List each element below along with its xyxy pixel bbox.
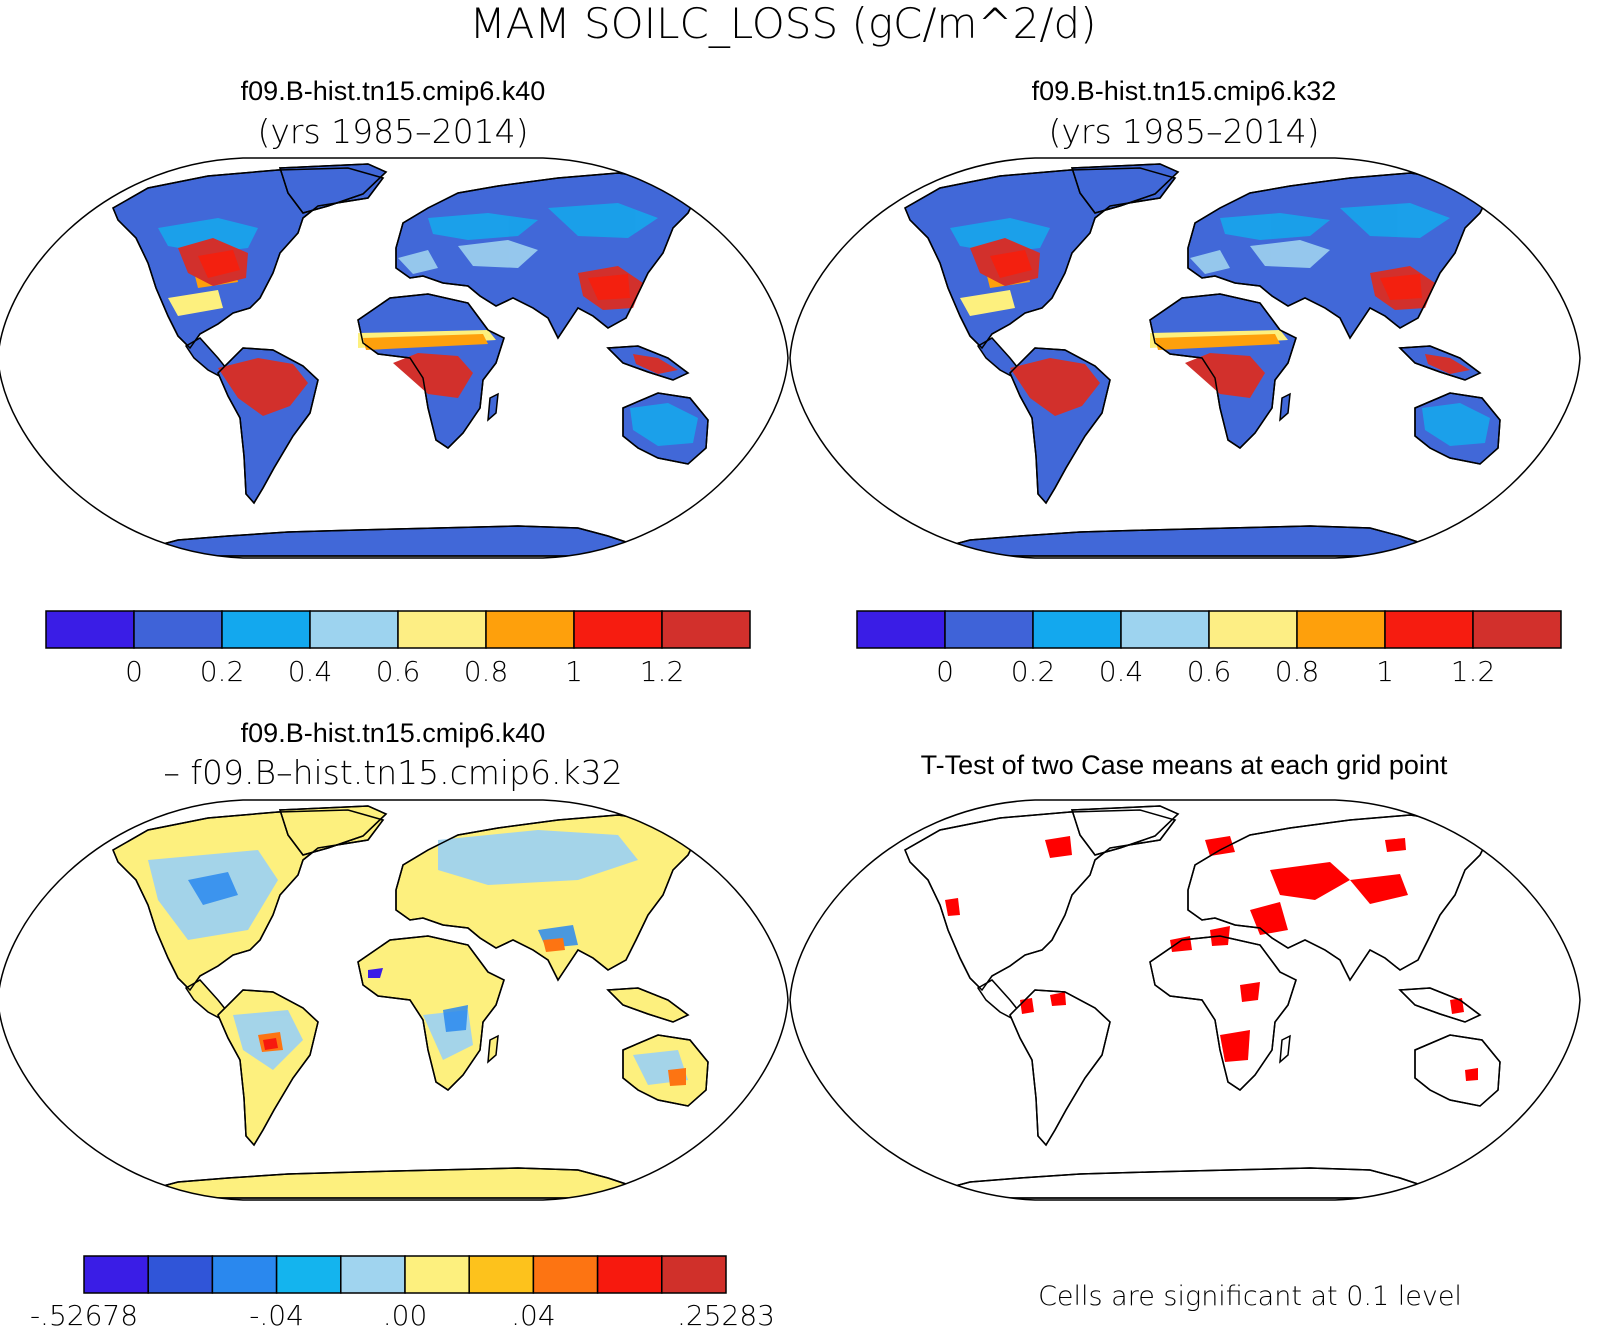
colorbar-k40-label-0: 0 [125,655,143,688]
significant-cells [945,836,1478,1081]
colorbar-diff-box-6 [468,1255,535,1294]
colorbar-k32-box-5 [1296,610,1386,649]
colorbar-diff-box-7 [532,1255,599,1294]
colorbar-diff-label-0: -.52678 [30,1299,138,1327]
colorbar-diff-box-1 [147,1255,214,1294]
colorbar-k32: 0 0.2 0.4 0.6 0.8 1 1.2 [856,610,1562,688]
colorbar-diff: -.52678 -.04 .00 .04 .25283 [30,1255,775,1327]
panel-ttest-title: T-Test of two Case means at each grid po… [921,750,1448,780]
colorbar-k40-box-1 [133,610,223,649]
panel-ttest: T-Test of two Case means at each grid po… [789,750,1581,1201]
panel-k40-subtitle: (yrs 1985–2014) [258,112,529,151]
colorbar-k40-label-1: 0.2 [200,655,245,688]
panel-diff: f09.B-hist.tn15.cmip6.k40 – f09.B–hist.t… [0,718,789,1201]
colorbar-k32-box-6 [1384,610,1474,649]
colorbar-k40-label-6: 1.2 [640,655,685,688]
colorbar-k32-box-3 [1120,610,1210,649]
colorbar-k32-box-2 [1032,610,1122,649]
colorbar-diff-box-9 [661,1255,727,1294]
colorbar-k40-box-6 [573,610,663,649]
map-k40 [0,157,789,559]
colorbar-k32-box-0 [856,610,946,649]
colorbar-k40-box-5 [485,610,575,649]
map-ttest [789,799,1581,1201]
colorbar-k32-label-2: 0.4 [1099,655,1144,688]
colorbar-k40-label-3: 0.6 [376,655,421,688]
colorbar-diff-box-2 [211,1255,278,1294]
colorbar-diff-box-3 [275,1255,342,1294]
colorbar-k40-box-2 [221,610,311,649]
colorbar-k32-label-3: 0.6 [1187,655,1232,688]
colorbar-diff-box-0 [83,1255,149,1294]
colorbar-diff-box-5 [404,1255,470,1294]
colorbar-k40-label-2: 0.4 [288,655,333,688]
colorbar-k32-box-1 [944,610,1034,649]
colorbar-diff-label-2: .00 [383,1299,428,1327]
colorbar-k32-label-6: 1.2 [1451,655,1496,688]
panel-k32-subtitle: (yrs 1985–2014) [1049,112,1320,151]
colorbar-k40-label-4: 0.8 [464,655,509,688]
panel-diff-title: f09.B-hist.tn15.cmip6.k40 [241,718,546,748]
panel-k40-title: f09.B-hist.tn15.cmip6.k40 [241,76,546,106]
colorbar-k40-box-0 [45,610,135,649]
colorbar-k32-box-7 [1472,610,1562,649]
map-k32 [789,157,1581,559]
panel-k32: f09.B-hist.tn15.cmip6.k32 (yrs 1985–2014… [789,76,1581,559]
colorbar-k40-box-7 [661,610,751,649]
colorbar-diff-box-8 [596,1255,663,1294]
colorbar-k32-label-1: 0.2 [1011,655,1056,688]
colorbar-diff-label-3: .04 [511,1299,556,1327]
colorbar-k40-box-4 [397,610,487,649]
panel-k32-title: f09.B-hist.tn15.cmip6.k32 [1032,76,1337,106]
figure-title: MAM SOILC_LOSS (gC/m^2/d) [469,0,1096,48]
colorbar-diff-label-1: -.04 [249,1299,304,1327]
colorbar-k32-label-0: 0 [936,655,954,688]
panel-k40: f09.B-hist.tn15.cmip6.k40 (yrs 1985–2014… [0,76,789,559]
colorbar-k40: 0 0.2 0.4 0.6 0.8 1 1.2 [45,610,751,688]
map-diff [0,799,789,1201]
colorbar-k40-label-5: 1 [565,655,583,688]
colorbar-diff-label-4: .25283 [677,1299,775,1327]
colorbar-k32-label-5: 1 [1376,655,1394,688]
colorbar-k32-label-4: 0.8 [1275,655,1320,688]
colorbar-diff-box-4 [340,1255,406,1294]
panel-diff-subtitle: – f09.B–hist.tn15.cmip6.k32 [163,753,622,792]
colorbar-k32-box-4 [1208,610,1298,649]
colorbar-k40-box-3 [309,610,399,649]
ttest-note: Cells are significant at 0.1 level [1038,1281,1462,1312]
